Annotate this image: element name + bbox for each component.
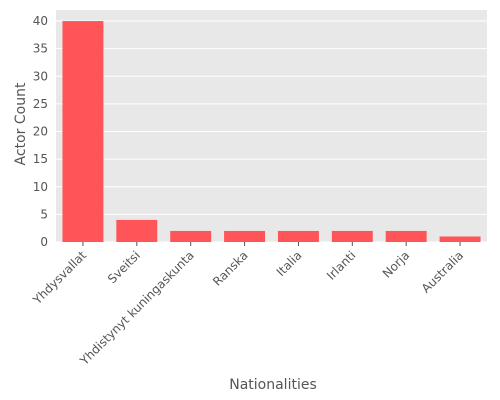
bar bbox=[385, 230, 427, 242]
bar bbox=[224, 230, 266, 242]
x-tick-label: Irlanti bbox=[324, 248, 359, 283]
bar bbox=[116, 219, 158, 242]
x-axis-title: Nationalities bbox=[229, 377, 317, 393]
bar bbox=[277, 230, 319, 242]
y-tick-label: 20 bbox=[33, 125, 48, 139]
plot-panel bbox=[56, 10, 487, 242]
y-tick-label: 0 bbox=[40, 235, 48, 249]
y-tick-label: 5 bbox=[40, 207, 48, 221]
y-tick-label: 40 bbox=[33, 14, 48, 28]
bars bbox=[62, 21, 481, 242]
bar bbox=[170, 230, 212, 242]
x-tick-label: Sveitsi bbox=[105, 248, 143, 286]
x-tick-label: Italia bbox=[274, 248, 305, 279]
x-tick-label: Norja bbox=[380, 248, 412, 280]
bar bbox=[331, 230, 373, 242]
y-axis-ticks: 0 5 10 15 20 25 30 35 40 bbox=[33, 14, 48, 249]
x-tick-label: Yhdysvallat bbox=[30, 248, 90, 308]
y-tick-label: 15 bbox=[33, 152, 48, 166]
y-tick-label: 35 bbox=[33, 42, 48, 56]
gridlines bbox=[56, 20, 487, 243]
bar bbox=[62, 21, 104, 242]
bar bbox=[439, 236, 481, 242]
x-tick-label: Australia bbox=[419, 248, 466, 295]
x-tick-label: Ranska bbox=[210, 248, 251, 289]
y-tick-label: 25 bbox=[33, 97, 48, 111]
y-axis-title: Actor Count bbox=[13, 82, 29, 165]
x-tick-label: Yhdistynyt kuningaskunta bbox=[77, 248, 197, 368]
y-tick-label: 10 bbox=[33, 180, 48, 194]
y-tick-label: 30 bbox=[33, 69, 48, 83]
